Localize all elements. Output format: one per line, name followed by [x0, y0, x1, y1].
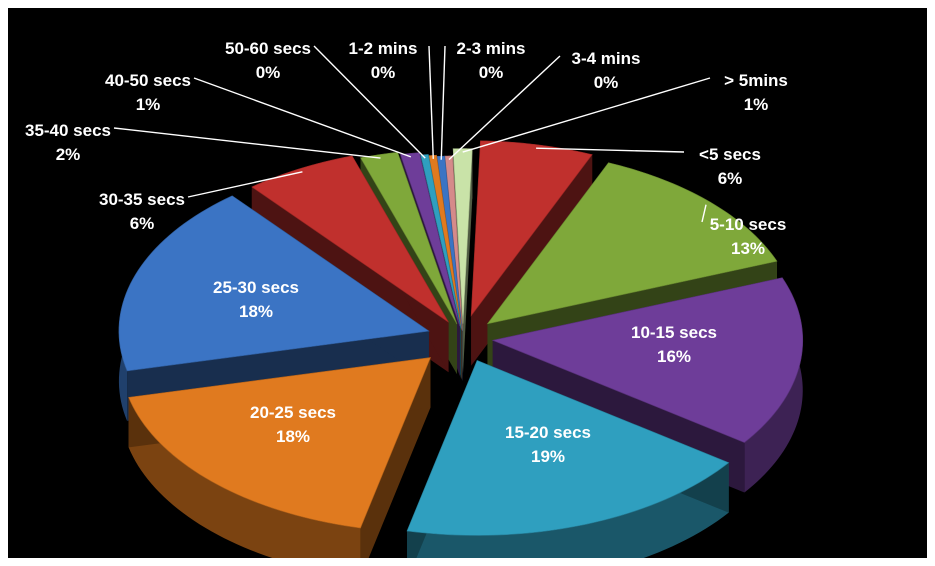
- percent-label-2-3-mins: 0%: [479, 63, 504, 82]
- slice-15-20-secs-side: [407, 462, 729, 558]
- category-label-25-30-secs: 25-30 secs: [213, 278, 299, 297]
- percent-label-5-secs: 6%: [718, 169, 743, 188]
- leader-line-35-40-secs: [113, 127, 381, 159]
- slice-15-20-secs: [406, 360, 730, 558]
- leader-line-5mins: [462, 77, 711, 153]
- slice-15-20-secs-top: [406, 360, 730, 536]
- slice-30-35-secs-top: [251, 155, 449, 323]
- category-label-15-20-secs: 15-20 secs: [505, 423, 591, 442]
- percent-label-5mins: 1%: [744, 95, 769, 114]
- category-label-30-35-secs: 30-35 secs: [99, 190, 185, 209]
- leader-line-5-10-secs: [701, 204, 707, 223]
- category-label-50-60-secs: 50-60 secs: [225, 39, 311, 58]
- slice-10-15-secs-top: [491, 277, 804, 443]
- slice-3-4-mins-top: [444, 155, 463, 331]
- percent-label-30-35-secs: 6%: [130, 214, 155, 233]
- category-label-40-50-secs: 40-50 secs: [105, 71, 191, 90]
- leader-line-30-35-secs: [187, 171, 303, 198]
- percent-label-20-25-secs: 18%: [276, 427, 310, 446]
- leader-line-50-60-secs: [313, 45, 426, 159]
- category-label-3-4-mins: 3-4 mins: [572, 49, 641, 68]
- leader-line-40-50-secs: [193, 77, 412, 158]
- pie-chart: <5 secs 6% 5-10 secs 13% 10-15 secs 16% 15-20 …: [25, 39, 804, 558]
- percent-label-15-20-secs: 19%: [531, 447, 565, 466]
- category-label-2-3-mins: 2-3 mins: [457, 39, 526, 58]
- leader-line-3-4-mins: [448, 55, 561, 160]
- leader-line-2-3-mins: [440, 45, 446, 160]
- percent-label-50-60-secs: 0%: [256, 63, 281, 82]
- percent-label-3-4-mins: 0%: [594, 73, 619, 92]
- category-label-5mins: > 5mins: [724, 71, 788, 90]
- leader-line-1-2-mins: [428, 45, 434, 159]
- percent-label-25-30-secs: 18%: [239, 302, 273, 321]
- slice-5mins-top: [452, 148, 473, 324]
- percent-label-35-40-secs: 2%: [56, 145, 81, 164]
- percent-label-40-50-secs: 1%: [136, 95, 161, 114]
- category-label-1-2-mins: 1-2 mins: [349, 39, 418, 58]
- category-label-10-15-secs: 10-15 secs: [631, 323, 717, 342]
- percent-label-5-10-secs: 13%: [731, 239, 765, 258]
- category-label-20-25-secs: 20-25 secs: [250, 403, 336, 422]
- slice-20-25-secs: [128, 357, 431, 558]
- category-label-5-secs: <5 secs: [699, 145, 761, 164]
- chart-background: <5 secs 6% 5-10 secs 13% 10-15 secs 16% 15-20 …: [8, 8, 927, 558]
- slice-25-30-secs-top: [118, 195, 430, 372]
- slice-20-25-secs-top: [128, 357, 431, 529]
- category-label-5-10-secs: 5-10 secs: [710, 215, 787, 234]
- slice-20-25-secs-side: [128, 397, 361, 558]
- percent-label-1-2-mins: 0%: [371, 63, 396, 82]
- leader-line-5-secs: [536, 147, 685, 153]
- category-label-35-40-secs: 35-40 secs: [25, 121, 111, 140]
- slice-5mins-face-1: [462, 148, 473, 374]
- percent-label-10-15-secs: 16%: [657, 347, 691, 366]
- slice-5-10-secs-top: [486, 162, 778, 325]
